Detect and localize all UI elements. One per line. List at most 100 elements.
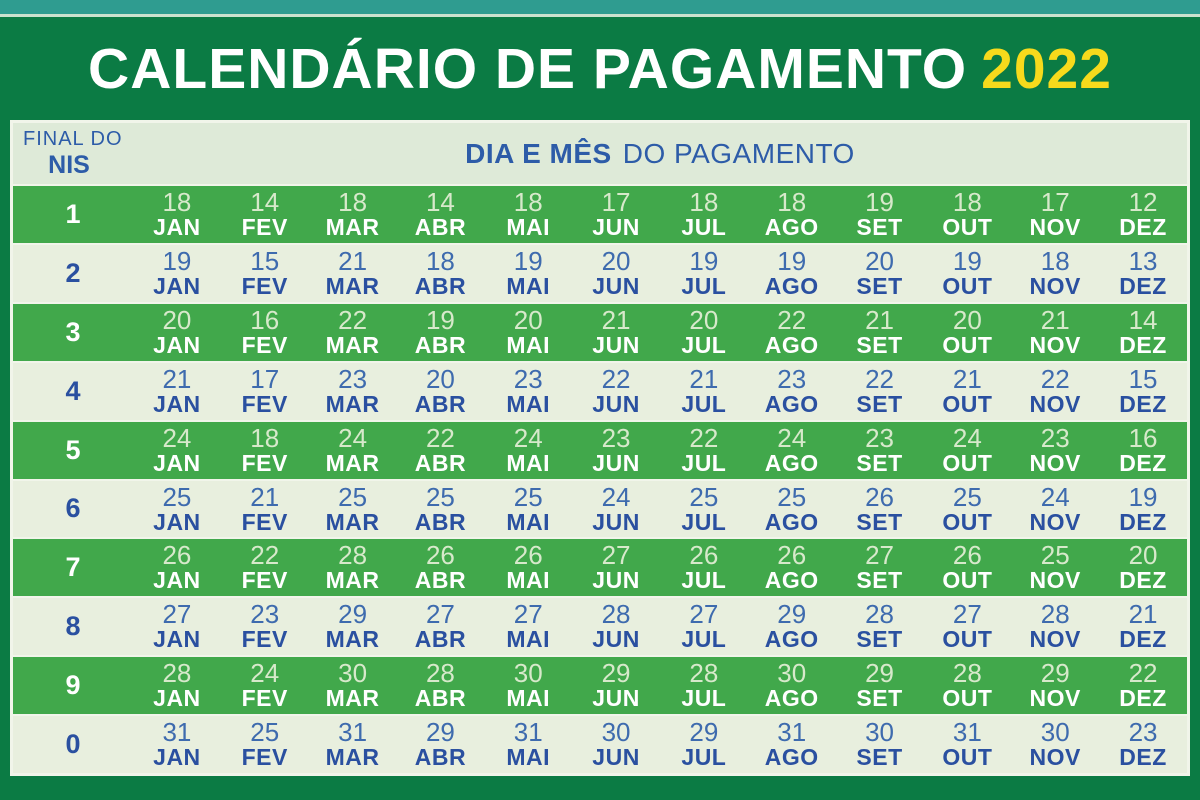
day-cell: 22 JUN <box>572 363 660 420</box>
day-number: 18 <box>250 422 280 453</box>
day-cell: 19 DEZ <box>1099 481 1187 538</box>
day-number: 31 <box>162 717 192 748</box>
table-body: 1 18 JAN 14 FEV 18 MAR 14 ABR 18 MAI 17 JUN 18 JUL 18 AG… <box>13 184 1187 774</box>
day-number: 27 <box>513 599 543 630</box>
day-cell: 26 SET <box>836 481 924 538</box>
day-number: 22 <box>689 422 719 453</box>
day-cell: 21 JUL <box>660 363 748 420</box>
day-number: 27 <box>865 540 894 571</box>
header-final-do-label: FINAL DO <box>23 127 123 150</box>
month-label: OUT <box>942 272 993 299</box>
month-label: FEV <box>241 508 288 535</box>
day-cell: 27 SET <box>836 539 924 596</box>
day-cell: 15 FEV <box>221 245 309 302</box>
day-number: 20 <box>865 245 894 276</box>
day-cell: 30 AGO <box>748 657 836 714</box>
day-number: 19 <box>513 245 543 276</box>
day-cell: 24 JUN <box>572 481 660 538</box>
day-number: 24 <box>162 422 192 453</box>
day-number: 24 <box>513 422 543 453</box>
day-number: 25 <box>513 481 543 512</box>
day-number: 17 <box>601 186 631 217</box>
month-label: FEV <box>241 567 288 594</box>
title-bar: CALENDÁRIO DE PAGAMENTO 2022 <box>0 17 1200 120</box>
month-label: FEV <box>241 214 288 241</box>
day-number: 17 <box>1040 186 1070 217</box>
day-number: 24 <box>952 422 982 453</box>
day-cell: 21 DEZ <box>1099 598 1187 655</box>
day-cell: 23 FEV <box>221 598 309 655</box>
month-label: SET <box>856 214 903 241</box>
month-label: JAN <box>153 626 201 653</box>
day-cell: 24 NOV <box>1011 481 1099 538</box>
day-cell: 27 JUL <box>660 598 748 655</box>
month-label: SET <box>856 626 903 653</box>
day-number: 14 <box>425 186 455 217</box>
day-number: 23 <box>250 599 280 630</box>
day-cell: 19 OUT <box>923 245 1011 302</box>
month-label: AGO <box>764 331 819 358</box>
day-number: 22 <box>250 540 280 571</box>
month-label: SET <box>856 390 903 417</box>
month-label: DEZ <box>1119 508 1167 535</box>
day-cell: 25 JAN <box>133 481 221 538</box>
day-number: 17 <box>250 363 280 394</box>
day-cell: 22 DEZ <box>1099 657 1187 714</box>
month-label: SET <box>856 508 903 535</box>
day-cell: 23 MAR <box>309 363 397 420</box>
month-label: JUL <box>681 744 727 771</box>
day-number: 26 <box>865 481 894 512</box>
month-label: NOV <box>1029 508 1081 535</box>
day-cell: 23 MAI <box>484 363 572 420</box>
day-cell: 17 FEV <box>221 363 309 420</box>
header-months-title-regular: DO PAGAMENTO <box>622 137 855 169</box>
nis-cell: 5 <box>65 434 81 465</box>
nis-cell: 0 <box>65 729 81 760</box>
day-cell: 25 ABR <box>396 481 484 538</box>
title-main: CALENDÁRIO DE PAGAMENTO <box>88 36 968 101</box>
day-number: 20 <box>689 304 719 335</box>
day-cell: 17 JUN <box>572 186 660 243</box>
day-cell: 21 MAR <box>309 245 397 302</box>
day-cell: 20 OUT <box>923 304 1011 361</box>
day-number: 16 <box>1128 422 1158 453</box>
day-cell: 29 SET <box>836 657 924 714</box>
day-number: 12 <box>1128 186 1158 217</box>
month-label: MAI <box>506 214 551 241</box>
header-months-cell: DIA E MÊS DO PAGAMENTO <box>133 123 1187 184</box>
day-number: 30 <box>338 658 368 689</box>
day-cell: 27 JUN <box>572 539 660 596</box>
month-label: SET <box>856 685 903 712</box>
month-label: OUT <box>942 567 993 594</box>
month-label: MAR <box>325 685 380 712</box>
day-cell: 29 JUN <box>572 657 660 714</box>
day-number: 21 <box>162 363 192 394</box>
month-label: AGO <box>764 744 819 771</box>
table-row: 5 24 JAN 18 FEV 24 MAR 22 ABR 24 MAI 23 JUN 22 JUL 24 AG… <box>13 419 1187 479</box>
day-number: 26 <box>952 540 982 571</box>
day-cell: 30 MAI <box>484 657 572 714</box>
day-cell: 25 NOV <box>1011 539 1099 596</box>
day-number: 19 <box>689 245 719 276</box>
day-cell: 22 NOV <box>1011 363 1099 420</box>
month-label: JAN <box>153 567 201 594</box>
month-label: OUT <box>942 449 993 476</box>
month-label: OUT <box>942 685 993 712</box>
day-number: 29 <box>601 658 631 689</box>
month-label: FEV <box>241 685 288 712</box>
month-label: OUT <box>942 508 993 535</box>
month-label: MAI <box>506 508 551 535</box>
day-number: 25 <box>162 481 192 512</box>
table-row: 8 27 JAN 23 FEV 29 MAR 27 ABR 27 MAI 28 JUN 27 JUL 29 AG… <box>13 596 1187 656</box>
day-number: 25 <box>689 481 719 512</box>
month-label: FEV <box>241 390 288 417</box>
day-number: 23 <box>777 363 807 394</box>
day-number: 30 <box>1040 717 1070 748</box>
day-number: 23 <box>513 363 543 394</box>
day-number: 30 <box>601 717 631 748</box>
day-number: 30 <box>865 717 894 748</box>
day-number: 27 <box>689 599 719 630</box>
nis-cell: 1 <box>65 198 81 229</box>
day-number: 28 <box>865 599 894 630</box>
